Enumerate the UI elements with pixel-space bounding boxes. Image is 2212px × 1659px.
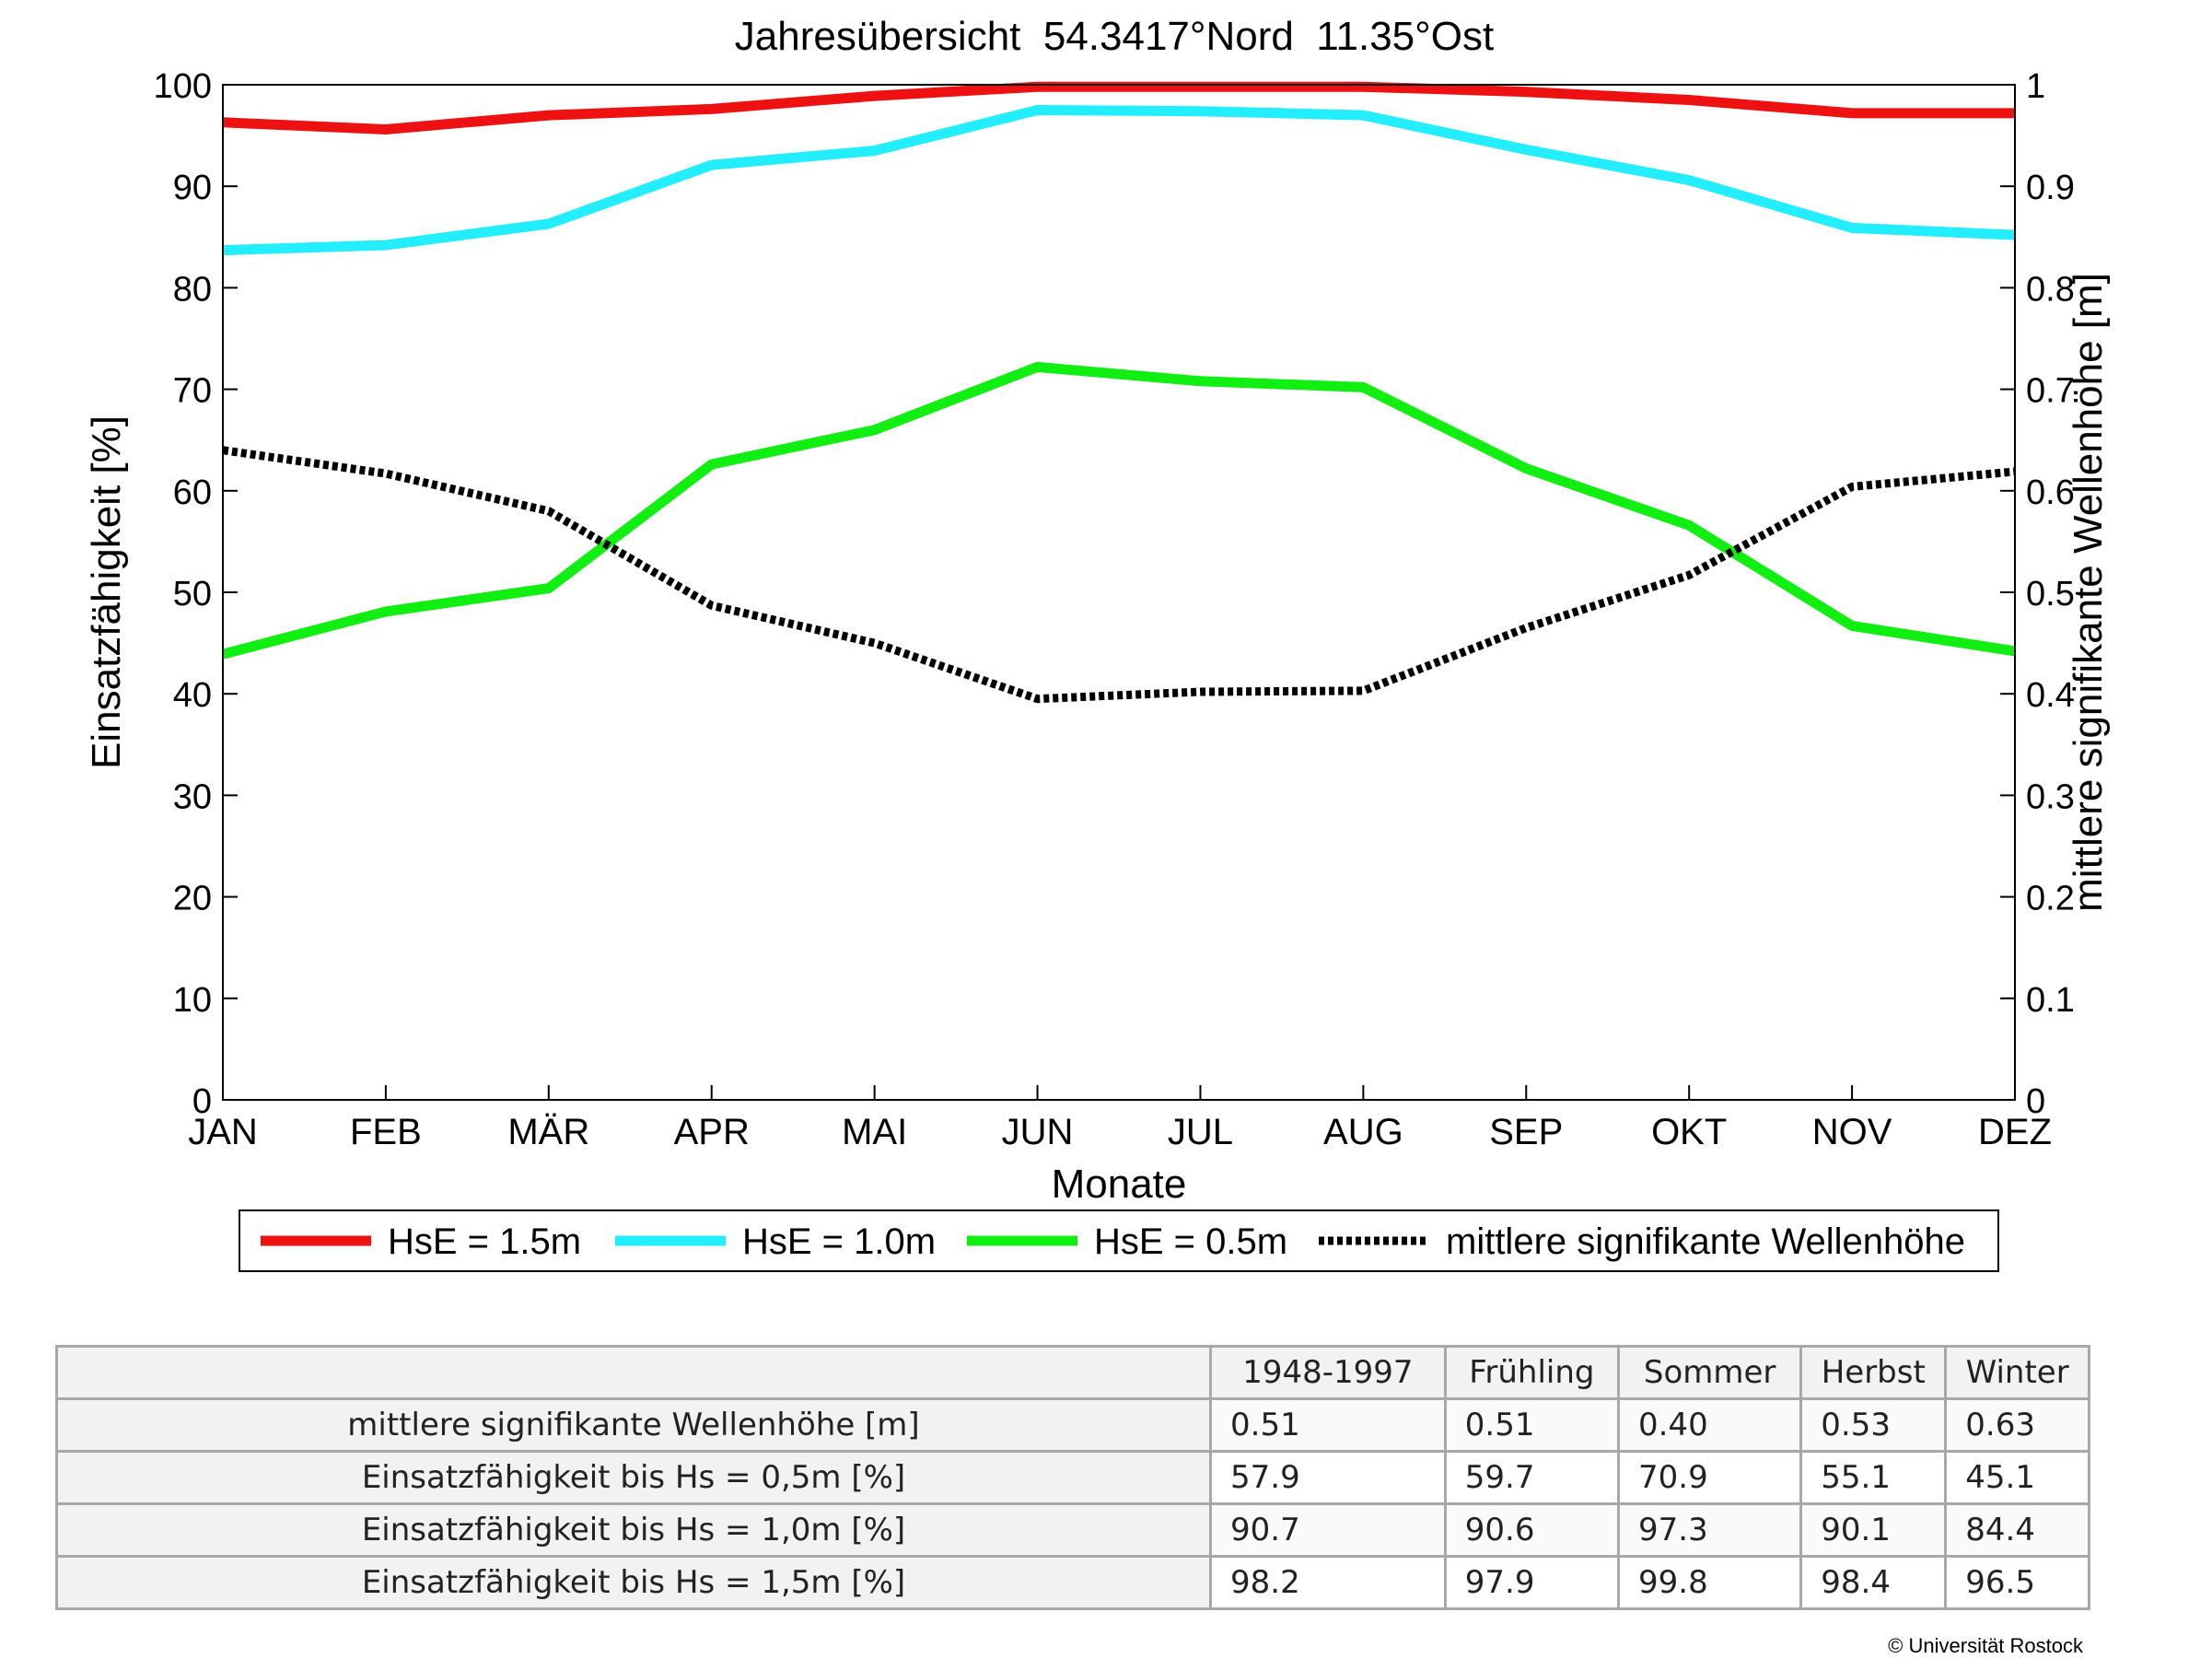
table-row: Einsatzfähigkeit bis Hs = 0,5m [%] 57.9 … <box>55 1450 2090 1505</box>
x-tick-label: FEB <box>350 1112 422 1152</box>
plot-frame <box>222 84 2016 1101</box>
table-cell: 96.5 <box>1944 1555 2090 1610</box>
y2-tick-label: 0 <box>2026 1082 2045 1121</box>
y2-tick-label: 0.8 <box>2026 270 2075 309</box>
y2-tick-label: 0.5 <box>2026 575 2075 613</box>
column-header: Frühling <box>1443 1345 1621 1400</box>
y2-tick-label: 0.7 <box>2026 372 2075 411</box>
column-header: 1948-1997 <box>1209 1345 1447 1400</box>
y-axis-right: 0 0.1 0.2 0.3 0.4 0.5 0.6 0.7 0.8 0.9 1 <box>2000 67 2075 1121</box>
y2-tick-label: 0.3 <box>2026 777 2075 816</box>
y2-tick-label: 0.6 <box>2026 473 2075 512</box>
x-tick-label: NOV <box>1812 1112 1892 1152</box>
y-tick-label: 70 <box>173 372 212 411</box>
legend-label-0: HsE = 1.5m <box>388 1221 581 1262</box>
y-tick-label: 100 <box>154 67 212 106</box>
y2-tick-label: 0.2 <box>2026 880 2075 918</box>
y-axis-left: 0 10 20 30 40 50 60 70 80 90 100 <box>154 67 238 1121</box>
series-layer <box>221 81 2016 704</box>
table-cell: 45.1 <box>1944 1450 2090 1505</box>
table-cell: 57.9 <box>1209 1450 1447 1505</box>
copyright-notice: © Universität Rostock <box>1888 1634 2083 1657</box>
y-tick-label: 20 <box>173 880 212 918</box>
table-cell: 97.3 <box>1617 1502 1803 1558</box>
row-label: mittlere signifikante Wellenhöhe [m] <box>55 1397 1212 1453</box>
column-header: Winter <box>1944 1345 2090 1400</box>
statistics-table: 1948-1997 Frühling Sommer Herbst Winter … <box>55 1345 2090 1610</box>
chart-title: Jahresübersicht 54.3417°Nord 11.35°Ost <box>735 14 1494 59</box>
x-tick-label: JAN <box>188 1112 258 1152</box>
y2-tick-label: 0.9 <box>2026 169 2075 207</box>
table-cell: 55.1 <box>1799 1450 1948 1505</box>
table-row: Einsatzfähigkeit bis Hs = 1,0m [%] 90.7 … <box>55 1502 2090 1558</box>
table-corner-cell <box>55 1345 1212 1400</box>
table-header-row: 1948-1997 Frühling Sommer Herbst Winter <box>55 1345 2090 1400</box>
legend-label-2: HsE = 0.5m <box>1094 1221 1287 1262</box>
table-cell: 98.2 <box>1209 1555 1447 1610</box>
column-header: Sommer <box>1617 1345 1803 1400</box>
legend-label-3: mittlere signifikante Wellenhöhe <box>1446 1221 1965 1262</box>
row-label: Einsatzfähigkeit bis Hs = 0,5m [%] <box>55 1450 1212 1505</box>
table-cell: 98.4 <box>1799 1555 1948 1610</box>
table-cell: 90.6 <box>1443 1502 1621 1558</box>
x-tick-label: APR <box>674 1112 750 1152</box>
row-label: Einsatzfähigkeit bis Hs = 1,5m [%] <box>55 1555 1212 1610</box>
x-tick-label: DEZ <box>1978 1112 2052 1152</box>
y2-tick-label: 0.1 <box>2026 981 2075 1020</box>
y-tick-label: 0 <box>192 1082 212 1121</box>
row-label: Einsatzfähigkeit bis Hs = 1,0m [%] <box>55 1502 1212 1558</box>
x-tick-label: MÄR <box>507 1112 589 1152</box>
table-cell: 0.51 <box>1443 1397 1621 1453</box>
table-row: mittlere signifikante Wellenhöhe [m] 0.5… <box>55 1397 2090 1453</box>
table-cell: 84.4 <box>1944 1502 2090 1558</box>
series-line-2 <box>221 361 2016 660</box>
y-tick-label: 10 <box>173 981 212 1020</box>
x-tick-label: JUN <box>1002 1112 1074 1152</box>
y-tick-label: 30 <box>173 777 212 816</box>
x-tick-label: OKT <box>1651 1112 1727 1152</box>
y-tick-label: 40 <box>173 676 212 715</box>
y-axis-label-right: mittlere signifikante Wellenhöhe [m] <box>2066 273 2111 912</box>
table-cell: 97.9 <box>1443 1555 1621 1610</box>
y2-tick-label: 1 <box>2026 67 2045 106</box>
table-cell: 0.51 <box>1209 1397 1447 1453</box>
y-tick-label: 60 <box>173 473 212 512</box>
y-axis-label-left: Einsatzfähigkeit [%] <box>84 415 129 769</box>
x-axis: JAN FEB MÄR APR MAI JUN JUL AUG SEP OKT NOV DEZ <box>188 1085 2052 1152</box>
legend-label-1: HsE = 1.0m <box>742 1221 936 1262</box>
table-cell: 59.7 <box>1443 1450 1621 1505</box>
column-header: Herbst <box>1799 1345 1948 1400</box>
y-tick-label: 80 <box>173 270 212 309</box>
y2-tick-label: 0.4 <box>2026 676 2075 715</box>
line-chart: Jahresübersicht 54.3417°Nord 11.35°Ost 0… <box>84 14 2111 1272</box>
x-tick-label: MAI <box>842 1112 907 1152</box>
series-line-0 <box>222 81 2015 134</box>
table-row: Einsatzfähigkeit bis Hs = 1,5m [%] 98.2 … <box>55 1555 2090 1610</box>
table-cell: 0.53 <box>1799 1397 1948 1453</box>
y-tick-label: 50 <box>173 575 212 613</box>
series-line-3 <box>222 446 2016 704</box>
table-cell: 0.63 <box>1944 1397 2090 1453</box>
table-cell: 70.9 <box>1617 1450 1803 1505</box>
x-tick-label: JUL <box>1168 1112 1233 1152</box>
legend-box <box>239 1209 1999 1272</box>
table-cell: 90.1 <box>1799 1502 1948 1558</box>
table-cell: 99.8 <box>1617 1555 1803 1610</box>
x-tick-label: AUG <box>1323 1112 1403 1152</box>
y-tick-label: 90 <box>173 169 212 207</box>
legend: HsE = 1.5m HsE = 1.0m HsE = 0.5m mittlere s… <box>239 1209 1999 1272</box>
table-cell: 90.7 <box>1209 1502 1447 1558</box>
x-axis-label: Monate <box>1052 1162 1187 1207</box>
table-cell: 0.40 <box>1617 1397 1803 1453</box>
series-line-1 <box>222 105 2016 256</box>
x-tick-label: SEP <box>1489 1112 1563 1152</box>
